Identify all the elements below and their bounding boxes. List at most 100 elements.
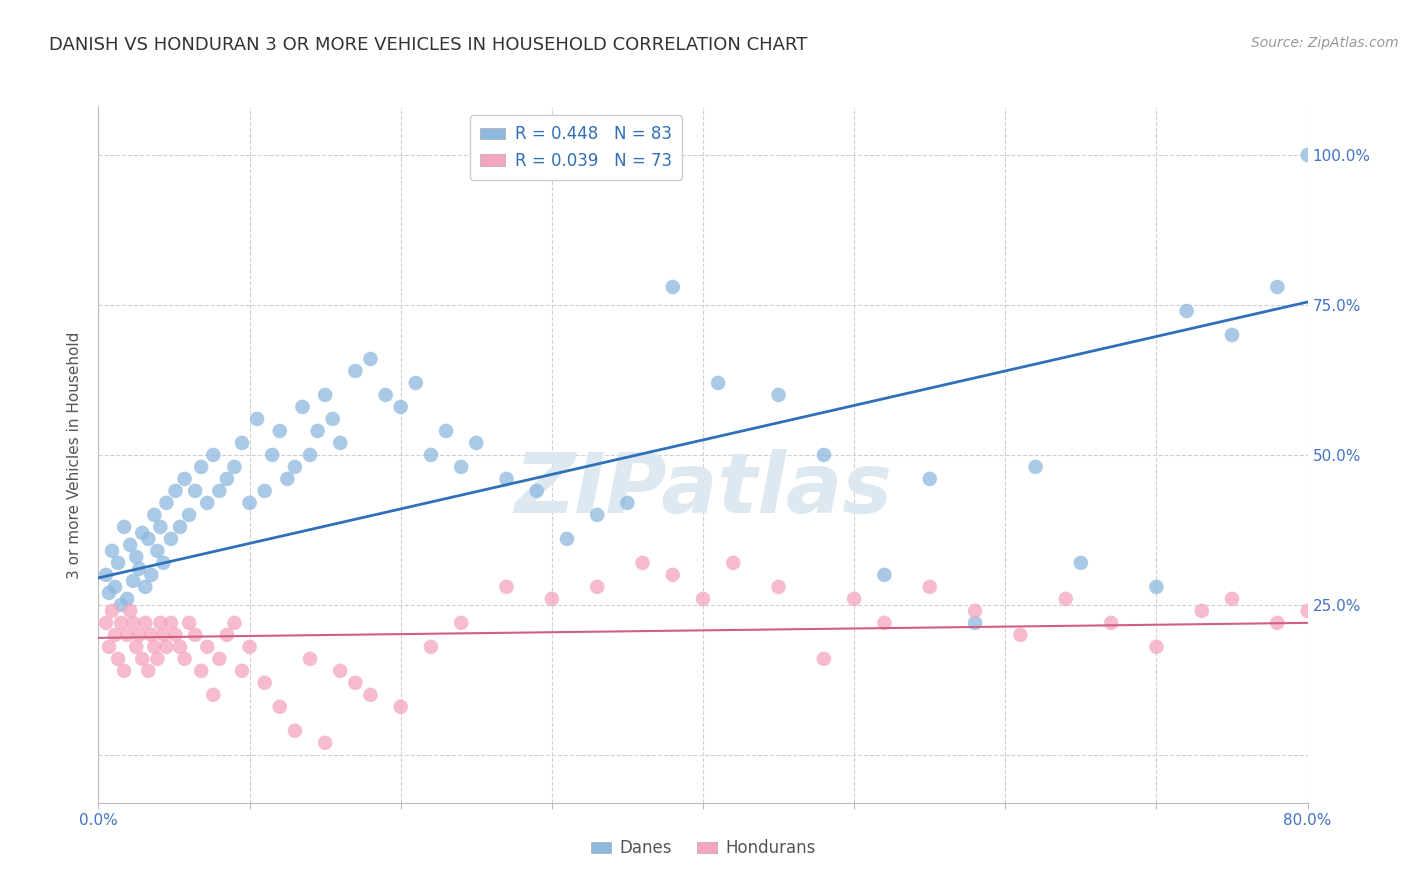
Point [143, 508, 166, 522]
Point [173, 472, 195, 486]
Point [143, 640, 166, 654]
Point [195, 640, 218, 654]
Point [195, 496, 218, 510]
Point [149, 520, 172, 534]
Point [344, 676, 367, 690]
Point [215, 472, 238, 486]
Point [1024, 459, 1046, 474]
Point [1220, 591, 1243, 606]
Point [276, 472, 298, 486]
Point [299, 448, 322, 462]
Point [184, 483, 207, 498]
Point [495, 472, 517, 486]
Point [179, 508, 201, 522]
Point [768, 388, 790, 402]
Point [120, 538, 142, 552]
Point [131, 525, 153, 540]
Point [173, 652, 195, 666]
Point [540, 591, 562, 606]
Point [208, 652, 231, 666]
Point [231, 664, 253, 678]
Point [224, 459, 246, 474]
Point [434, 424, 457, 438]
Point [94, 615, 117, 630]
Point [420, 448, 443, 462]
Point [707, 376, 730, 390]
Point [329, 436, 352, 450]
Point [128, 628, 150, 642]
Point [918, 580, 941, 594]
Point [208, 483, 231, 498]
Point [1267, 615, 1289, 630]
Point [110, 598, 132, 612]
Point [965, 604, 987, 618]
Point [873, 567, 896, 582]
Point [239, 496, 262, 510]
Point [104, 628, 127, 642]
Point [269, 699, 291, 714]
Point [98, 640, 121, 654]
Point [768, 580, 790, 594]
Point [131, 652, 153, 666]
Point [262, 448, 284, 462]
Point [465, 436, 488, 450]
Point [231, 436, 253, 450]
Point [136, 664, 159, 678]
Point [405, 376, 427, 390]
Point [692, 591, 714, 606]
Point [360, 351, 382, 366]
Point [495, 580, 517, 594]
Point [526, 483, 548, 498]
Point [314, 736, 336, 750]
Point [631, 556, 654, 570]
Point [450, 615, 472, 630]
Point [155, 640, 177, 654]
Text: Source: ZipAtlas.com: Source: ZipAtlas.com [1251, 36, 1399, 50]
Point [723, 556, 745, 570]
Point [169, 520, 191, 534]
Point [307, 424, 329, 438]
Point [299, 652, 322, 666]
Point [389, 699, 412, 714]
Point [1099, 615, 1122, 630]
Point [110, 615, 132, 630]
Point [146, 544, 169, 558]
Point [98, 586, 121, 600]
Point [184, 628, 207, 642]
Point [1341, 628, 1364, 642]
Point [128, 562, 150, 576]
Point [1327, 219, 1350, 234]
Point [107, 556, 129, 570]
Point [160, 532, 183, 546]
Point [115, 591, 138, 606]
Point [141, 628, 163, 642]
Point [122, 574, 145, 588]
Y-axis label: 3 or more Vehicles in Household: 3 or more Vehicles in Household [67, 331, 83, 579]
Point [136, 532, 159, 546]
Point [965, 615, 987, 630]
Point [420, 640, 443, 654]
Point [1372, 640, 1395, 654]
Point [269, 424, 291, 438]
Point [152, 628, 174, 642]
Text: ZIPatlas: ZIPatlas [515, 450, 891, 530]
Point [284, 459, 307, 474]
Point [314, 388, 336, 402]
Point [1144, 580, 1167, 594]
Point [160, 615, 183, 630]
Point [149, 615, 172, 630]
Point [1220, 328, 1243, 343]
Point [844, 591, 866, 606]
Point [374, 388, 396, 402]
Point [141, 567, 163, 582]
Point [1010, 628, 1032, 642]
Point [239, 640, 262, 654]
Point [1357, 244, 1379, 258]
Point [101, 604, 124, 618]
Point [125, 640, 148, 654]
Point [586, 508, 609, 522]
Point [122, 615, 145, 630]
Point [152, 556, 174, 570]
Point [104, 580, 127, 594]
Point [661, 280, 683, 294]
